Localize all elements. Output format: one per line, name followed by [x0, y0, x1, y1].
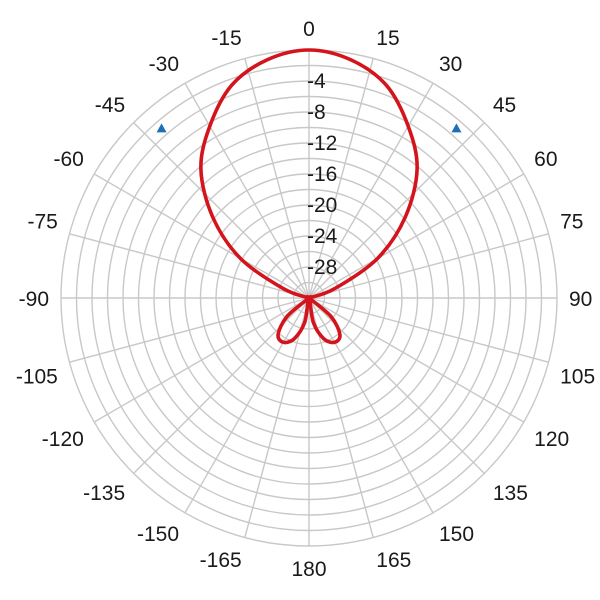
radial-tick-label: -4 — [307, 70, 326, 93]
grid-spoke — [308, 82, 434, 299]
angle-tick-label: -75 — [28, 211, 58, 234]
pattern-line — [199, 48, 419, 345]
grid-spoke — [244, 58, 310, 299]
radial-tick-label: -8 — [307, 101, 326, 124]
angle-tick-label: 75 — [560, 211, 583, 234]
angle-tick-label: 180 — [291, 558, 326, 581]
grid-spoke — [69, 297, 310, 363]
angle-tick-label: 45 — [493, 94, 516, 117]
grid-spoke — [133, 122, 310, 299]
grid-spoke — [308, 122, 485, 299]
grid-spoke — [184, 297, 310, 514]
angle-tick-label: 30 — [439, 53, 462, 76]
grid-spoke — [184, 82, 310, 299]
angle-tick-label: -135 — [83, 482, 125, 505]
angle-tick-label: 150 — [439, 523, 474, 546]
angle-tick-label: 135 — [493, 482, 528, 505]
angle-tick-label: -45 — [95, 94, 125, 117]
angle-tick-label: -150 — [137, 523, 179, 546]
angle-tick-label: -165 — [200, 549, 242, 572]
pattern-series — [199, 48, 419, 345]
angle-tick-label: -60 — [53, 148, 83, 171]
grid-spoke — [308, 297, 434, 514]
grid-spoke — [308, 173, 525, 299]
grid-spoke — [308, 297, 374, 538]
angular-tick-labels: 0 153045607590105120135150165180-165-150-… — [16, 18, 595, 581]
angle-tick-label: 15 — [376, 27, 399, 50]
grid-spoke — [69, 233, 310, 299]
grid-spoke — [308, 297, 549, 363]
angle-tick-label: 90 — [569, 288, 592, 311]
radial-tick-label: -24 — [307, 225, 338, 248]
beamwidth-markers — [156, 123, 462, 133]
angle-tick-label: -105 — [16, 365, 58, 388]
radial-tick-label: -16 — [307, 163, 337, 186]
beamwidth-marker — [156, 123, 167, 133]
grid-spoke — [308, 233, 549, 299]
grid-spoke — [308, 58, 374, 299]
radial-tick-label: -20 — [307, 194, 337, 217]
angle-tick-label: -15 — [211, 27, 241, 50]
grid-spoke — [308, 297, 525, 423]
radial-tick-label: -12 — [307, 132, 337, 155]
grid-spoke — [244, 297, 310, 538]
grid-spoke — [93, 297, 310, 423]
radial-tick-label: -28 — [307, 256, 337, 279]
angle-tick-label: -90 — [19, 288, 49, 311]
angle-tick-label: 165 — [376, 549, 411, 572]
angle-tick-label: -120 — [42, 428, 84, 451]
angle-tick-label: 0 — [303, 18, 315, 41]
beamwidth-marker — [451, 123, 462, 133]
radial-tick-labels: -4 -8 -12 -16 -20 -24 -28 — [307, 70, 338, 279]
angle-tick-label: 120 — [534, 428, 569, 451]
grid-spoke — [93, 173, 310, 299]
angle-tick-label: 105 — [560, 365, 595, 388]
angle-tick-label: 60 — [534, 148, 557, 171]
angle-tick-label: -30 — [149, 53, 179, 76]
